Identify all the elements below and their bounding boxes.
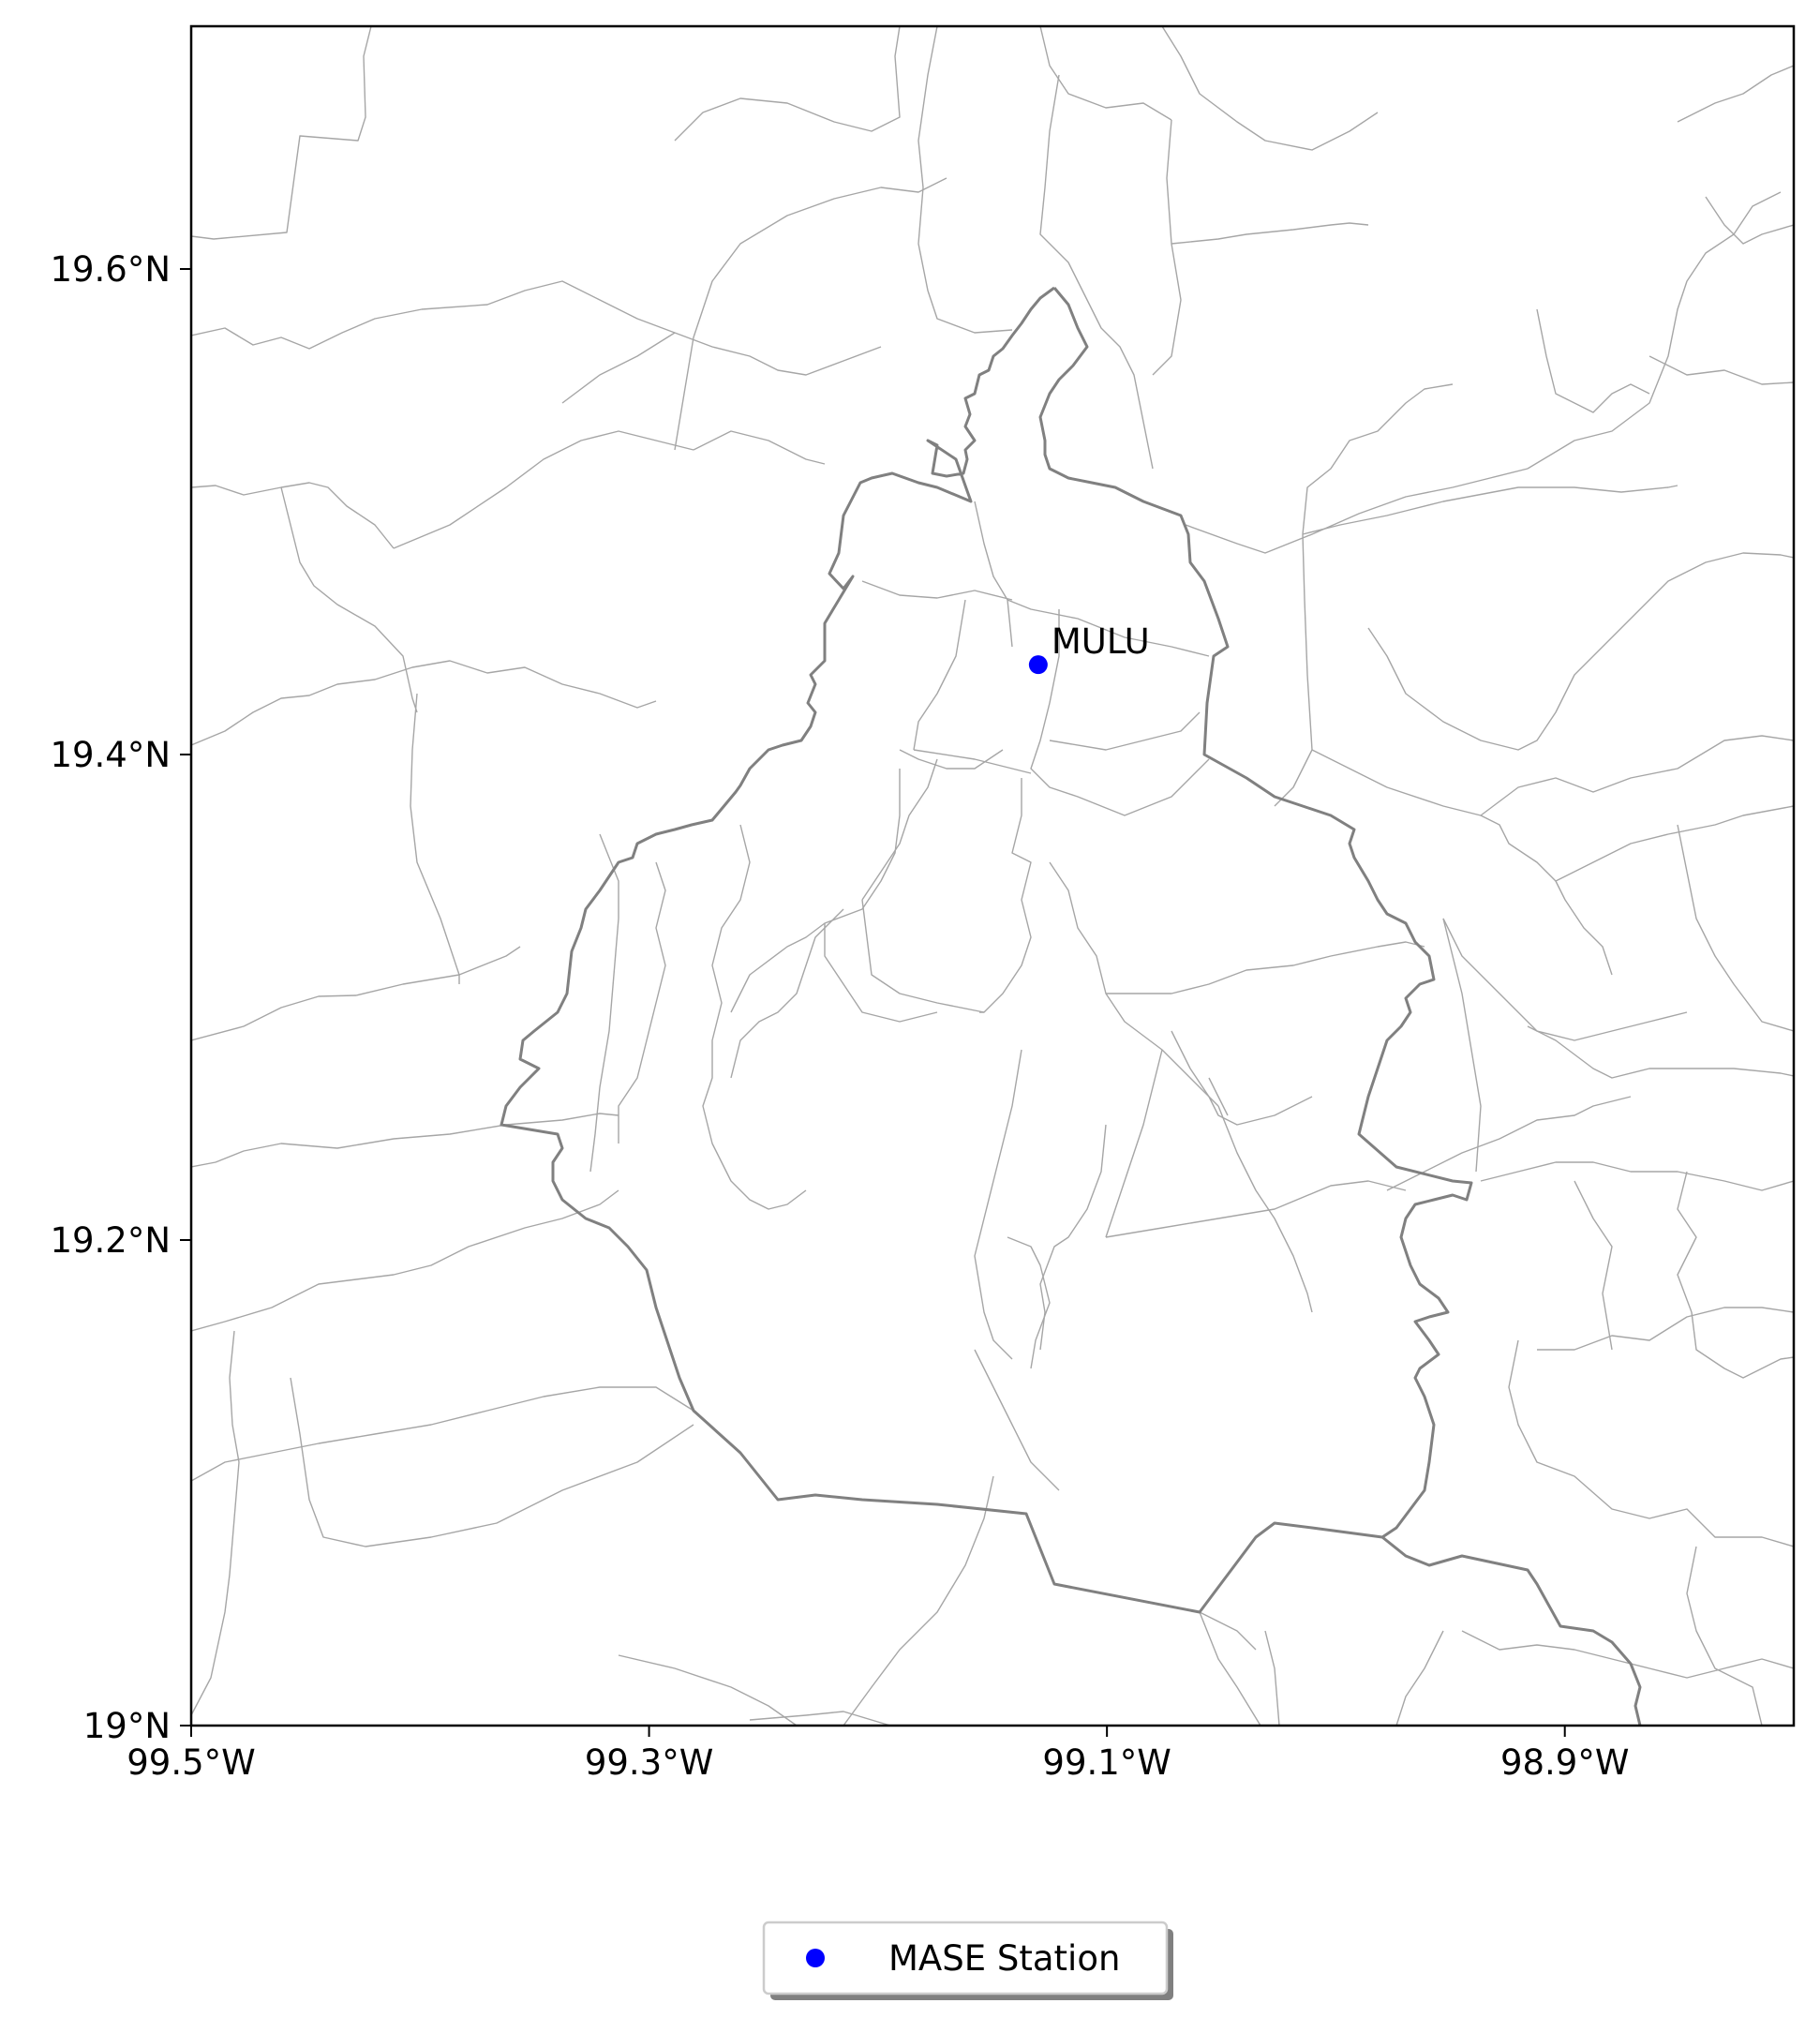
basemap xyxy=(191,26,1794,1726)
x-axis-ticks: 99.5°W 99.3°W 99.1°W 98.9°W xyxy=(127,1726,1629,1783)
y-tick-label: 19.2°N xyxy=(50,1220,171,1261)
y-tick-label: 19.6°N xyxy=(50,249,171,290)
x-tick-label: 99.5°W xyxy=(127,1742,255,1783)
y-tick-label: 19.4°N xyxy=(50,735,171,775)
station-markers: MULU xyxy=(1028,621,1150,675)
legend: MASE Station xyxy=(762,1921,1173,2000)
x-tick-label: 99.1°W xyxy=(1042,1742,1171,1783)
x-tick-label: 98.9°W xyxy=(1500,1742,1629,1783)
legend-label: MASE Station xyxy=(888,1938,1120,1979)
legend-marker-circle xyxy=(806,1949,825,1967)
x-tick-label: 99.3°W xyxy=(585,1742,713,1783)
state-border-cdmx xyxy=(500,286,1642,1726)
municipal-boundaries xyxy=(191,26,1794,1726)
y-axis-ticks: 19°N 19.2°N 19.4°N 19.6°N xyxy=(50,249,191,1746)
station-label: MULU xyxy=(1052,621,1150,662)
station-marker xyxy=(1028,655,1048,675)
y-tick-label: 19°N xyxy=(83,1706,171,1746)
legend-box xyxy=(762,1921,1169,1996)
map-frame xyxy=(189,24,1796,1727)
